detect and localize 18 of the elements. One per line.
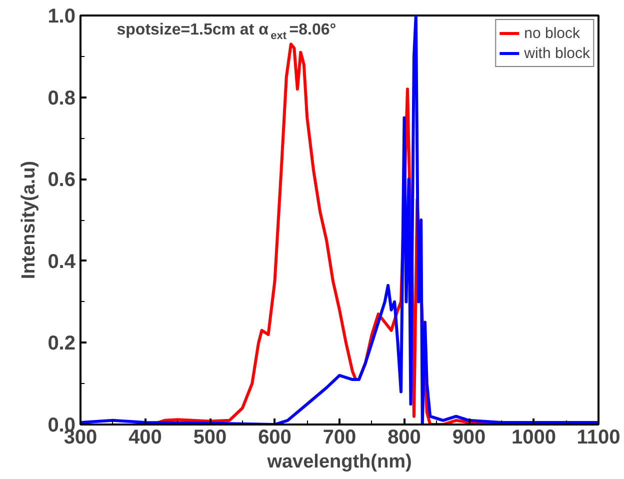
y-tick-label: 0.8 [48,87,76,110]
x-tick-label: 500 [193,426,227,448]
x-axis-title: wavelength(nm) [266,452,412,472]
x-tick-label: 800 [388,426,421,448]
x-tick-label: 900 [452,426,486,448]
line-series [80,16,598,424]
legend-label: no block [524,24,580,42]
y-tick-label: 0.4 [48,250,76,273]
x-tick-label: 400 [128,426,162,448]
x-tick-label: 700 [322,426,356,448]
y-tick-label: 1.0 [48,6,76,28]
y-axis-title: Intensity(a.u) [18,160,40,280]
x-tick-label: 1000 [512,426,556,448]
y-tick-label: 0.6 [48,169,76,192]
y-tick-label: 0.2 [48,332,76,355]
x-tick-label: 600 [258,426,292,448]
x-tick-label: 1100 [576,426,620,448]
legend-label: with block [524,44,590,62]
